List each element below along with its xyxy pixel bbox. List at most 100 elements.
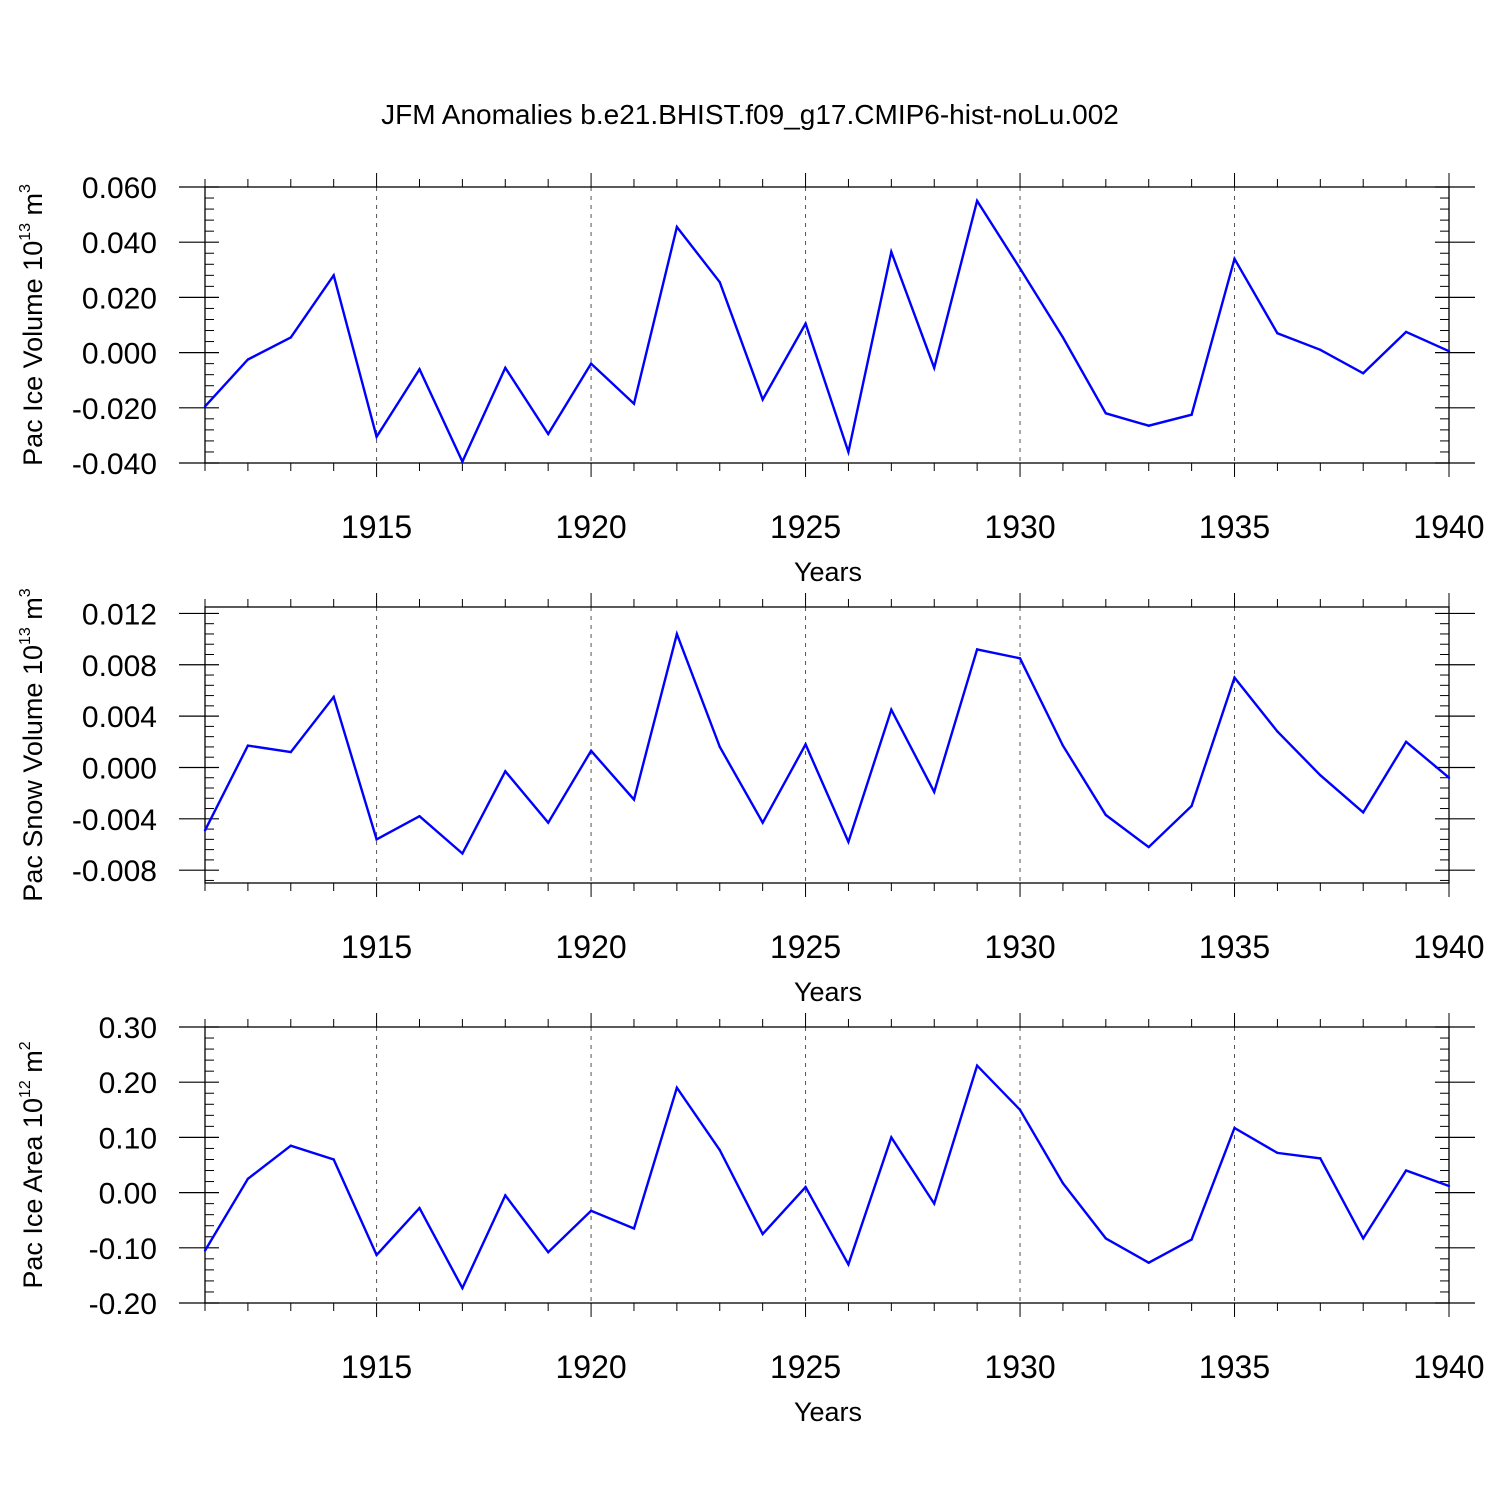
data-point — [761, 398, 764, 401]
data-point — [1190, 413, 1193, 416]
y-axis-label: Pac Snow Volume 1013 m3 — [17, 588, 48, 901]
data-point — [246, 1177, 250, 1181]
data-point — [675, 225, 679, 229]
y-tick-label: 0.004 — [82, 701, 157, 734]
x-tick-label: 1940 — [1413, 929, 1484, 965]
data-point — [546, 432, 550, 436]
data-point — [933, 1202, 936, 1205]
data-point — [847, 1263, 850, 1266]
data-point — [933, 366, 936, 369]
y-tick-label: 0.008 — [82, 650, 157, 683]
data-point — [203, 829, 207, 832]
data-point — [203, 1249, 207, 1252]
data-point — [289, 336, 292, 339]
data-point — [289, 1144, 292, 1147]
data-point — [1362, 811, 1365, 814]
y-tick-label: -0.20 — [89, 1288, 157, 1321]
x-axis-label: Years — [794, 557, 862, 587]
data-point — [332, 1158, 335, 1161]
data-point — [1147, 424, 1150, 427]
data-point — [675, 632, 679, 636]
series-line — [203, 1063, 1450, 1291]
data-point — [203, 405, 207, 408]
data-point — [246, 744, 250, 747]
data-point — [933, 790, 936, 794]
data-point — [1104, 813, 1108, 817]
data-point — [1319, 773, 1322, 777]
data-point — [1404, 1169, 1408, 1172]
panel-3: -0.20 -0.10 0.00 0.10 0.20 0.30 1915 1920 1925 19… — [17, 1012, 1485, 1427]
x-tick-label: 1925 — [770, 1349, 841, 1385]
data-point — [418, 367, 421, 371]
y-tick-label: 0.000 — [82, 338, 157, 371]
y-tick-label: -0.004 — [72, 804, 157, 837]
data-point — [1319, 1157, 1322, 1160]
data-point — [890, 1136, 893, 1139]
data-point — [1362, 372, 1365, 375]
data-point — [804, 743, 807, 746]
x-axis-label: Years — [794, 1397, 862, 1427]
data-point — [589, 362, 593, 365]
data-point — [1362, 1237, 1365, 1240]
data-point — [632, 402, 636, 405]
x-tick-label: 1915 — [341, 1349, 412, 1385]
x-tick-label: 1935 — [1199, 509, 1270, 545]
data-point — [418, 815, 421, 818]
data-point — [1061, 1182, 1065, 1185]
data-point — [1104, 412, 1108, 415]
y-tick-label: 0.10 — [99, 1122, 157, 1155]
y-tick-label: 0.020 — [82, 282, 157, 315]
plot-frame — [204, 1026, 1450, 1304]
data-point — [1233, 676, 1236, 679]
data-point — [461, 1286, 464, 1290]
data-point — [1404, 330, 1408, 334]
data-point — [632, 1227, 636, 1230]
data-point — [375, 838, 378, 841]
data-point — [1018, 1108, 1022, 1112]
y-tick-label: 0.30 — [99, 1012, 157, 1045]
data-point — [975, 199, 979, 202]
data-point — [975, 648, 979, 651]
data-point — [890, 708, 893, 711]
y-tick-label: -0.040 — [72, 448, 157, 481]
x-tick-label: 1920 — [555, 1349, 626, 1385]
data-point — [1319, 348, 1322, 352]
data-point — [890, 250, 893, 254]
data-point — [718, 1148, 721, 1152]
y-tick-label: -0.020 — [72, 393, 157, 426]
data-point — [675, 1086, 679, 1089]
data-point — [1447, 1184, 1451, 1188]
data-point — [718, 745, 721, 749]
data-point — [589, 1209, 593, 1213]
data-point — [461, 852, 464, 855]
x-tick-label: 1940 — [1413, 509, 1484, 545]
plot-frame — [204, 186, 1450, 464]
y-tick-label: -0.10 — [89, 1233, 157, 1266]
data-point — [1276, 1151, 1279, 1155]
series-line — [203, 630, 1450, 856]
data-point — [1233, 1126, 1236, 1130]
data-point — [461, 460, 464, 463]
y-tick-label: 0.20 — [99, 1067, 157, 1100]
data-point — [1061, 744, 1065, 747]
x-tick-label: 1925 — [770, 929, 841, 965]
x-tick-label: 1920 — [555, 509, 626, 545]
x-tick-label: 1920 — [555, 929, 626, 965]
data-point — [332, 695, 335, 699]
data-point — [246, 358, 250, 361]
data-point — [504, 770, 507, 773]
x-tick-label: 1930 — [984, 509, 1055, 545]
data-point — [504, 366, 507, 369]
y-tick-label: 0.012 — [82, 598, 157, 631]
x-tick-label: 1915 — [341, 509, 412, 545]
data-point — [289, 750, 292, 754]
data-point — [1276, 730, 1279, 733]
x-tick-label: 1925 — [770, 509, 841, 545]
data-point — [1276, 332, 1279, 335]
data-point — [632, 798, 636, 801]
data-point — [1233, 257, 1236, 260]
data-point — [418, 1206, 421, 1210]
data-point — [804, 1185, 807, 1189]
data-point — [718, 281, 721, 284]
